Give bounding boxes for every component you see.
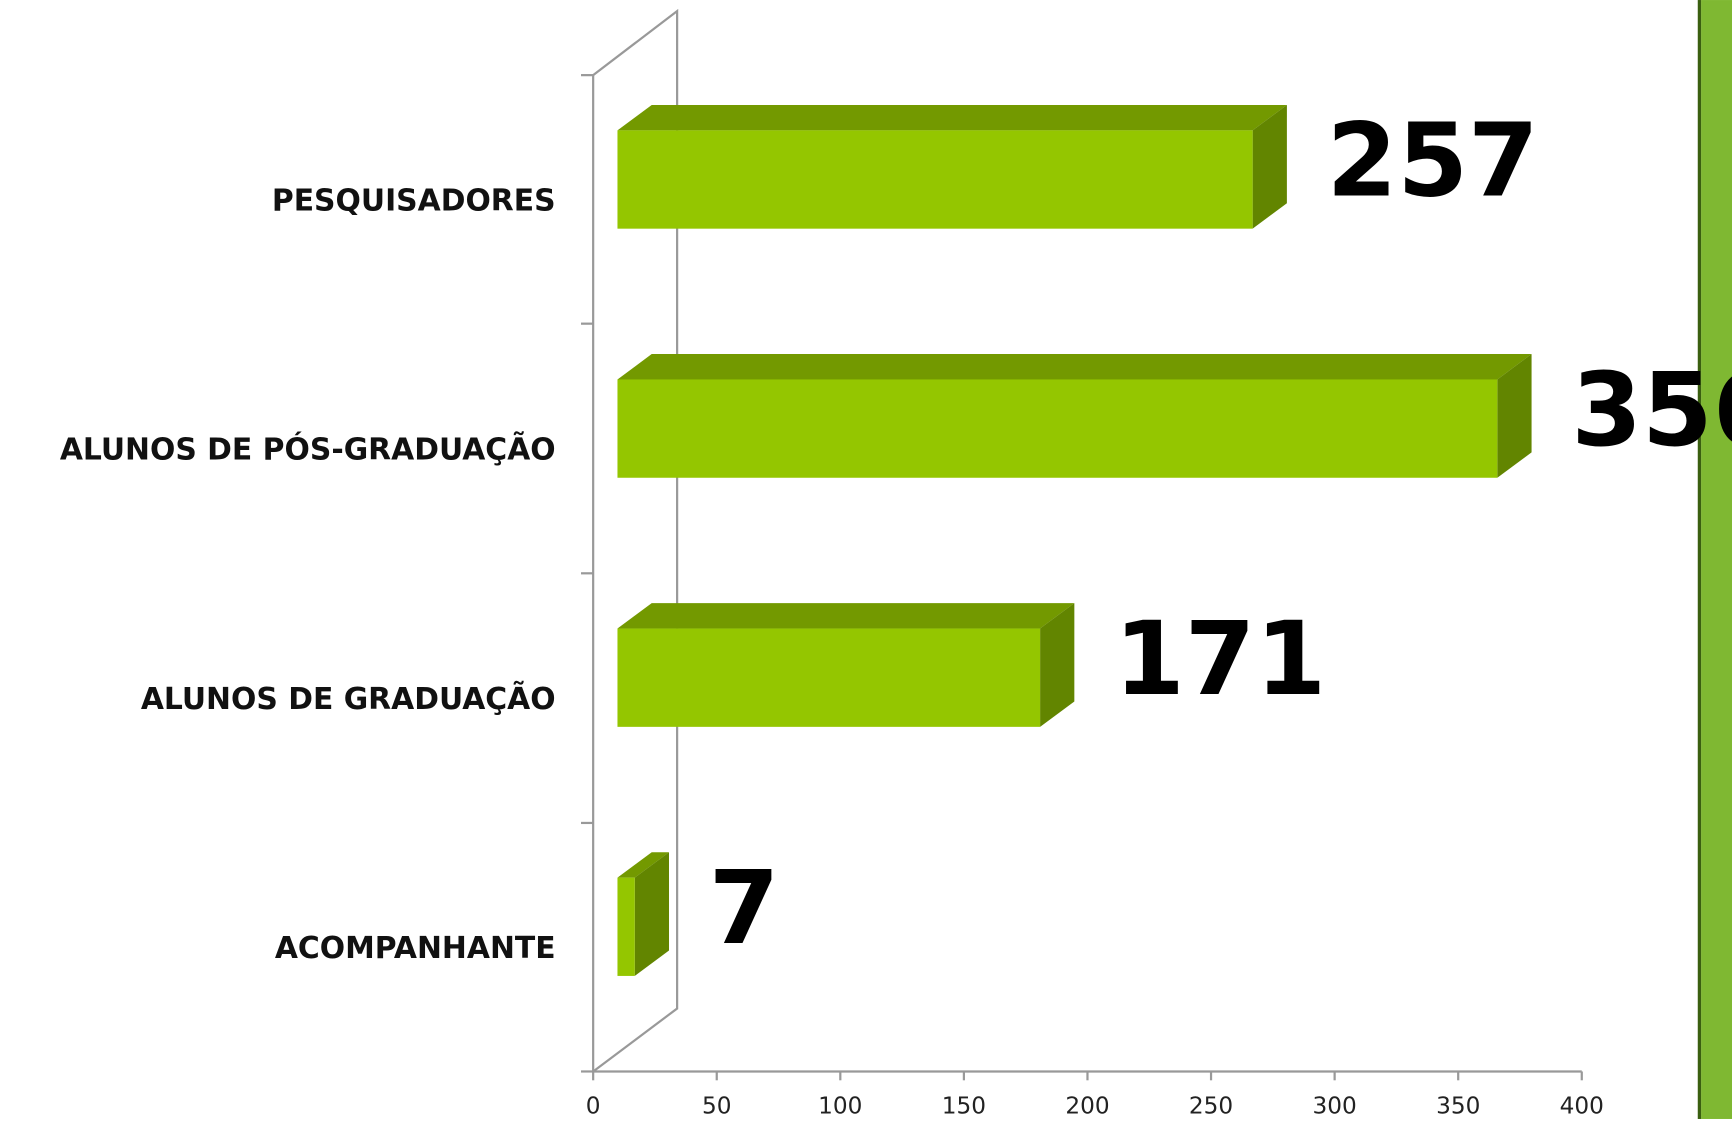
bar-side	[634, 852, 670, 976]
bar-top	[617, 104, 1287, 131]
value-label: 171	[1114, 600, 1326, 718]
x-tick-label: 0	[586, 1092, 601, 1119]
category-label: PESQUISADORES	[272, 184, 556, 219]
bar-top	[617, 354, 1532, 380]
value-label: 7	[709, 849, 780, 967]
bar-side	[1252, 104, 1287, 229]
x-tick-label: 250	[1189, 1092, 1233, 1119]
x-tick-label: 200	[1065, 1092, 1109, 1119]
category-label: ACOMPANHANTE	[275, 931, 556, 966]
bar-side	[1497, 354, 1532, 478]
x-tick-label: 400	[1560, 1092, 1604, 1119]
x-tick-label: 300	[1312, 1092, 1356, 1119]
category-label: ALUNOS DE GRADUAÇÃO	[141, 680, 556, 717]
category-label: ALUNOS DE PÓS-GRADUAÇÃO	[60, 431, 556, 468]
x-tick-label: 50	[702, 1092, 732, 1119]
side-strip	[1701, 0, 1732, 1119]
back-wall	[592, 8, 679, 1073]
value-label: 257	[1327, 102, 1539, 220]
x-tick-label: 350	[1436, 1092, 1480, 1119]
bar-top	[617, 852, 670, 878]
bar	[617, 877, 635, 976]
value-label: 356	[1571, 351, 1732, 469]
bar-top	[617, 603, 1075, 629]
bar	[617, 130, 1253, 229]
x-tick-label: 150	[942, 1092, 986, 1119]
x-tick-label: 100	[818, 1092, 862, 1119]
bar	[617, 379, 1498, 478]
side-strip-edge	[1697, 0, 1702, 1119]
bar	[617, 628, 1041, 727]
bar-side	[1040, 603, 1075, 727]
category-ticks	[581, 74, 594, 1073]
